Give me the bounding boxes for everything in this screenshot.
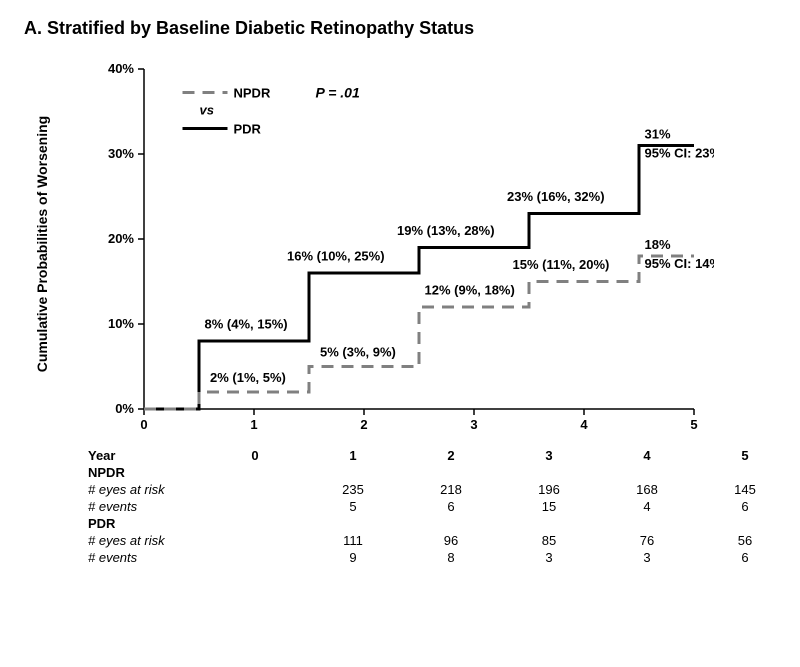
risk-value: 6 bbox=[696, 549, 794, 566]
annotation-npdr_4: 15% (11%, 20%) bbox=[513, 257, 610, 272]
x-tick-label: 1 bbox=[250, 417, 257, 432]
year-header: Year bbox=[88, 447, 206, 464]
risk-value: 3 bbox=[500, 549, 598, 566]
annotation-pdr_1: 8% (4%, 15%) bbox=[205, 316, 288, 331]
risk-value: 3 bbox=[598, 549, 696, 566]
y-tick-label: 10% bbox=[108, 316, 134, 331]
chart-area: Cumulative Probabilities of Worsening 0%… bbox=[94, 49, 776, 439]
row-label: # events bbox=[88, 498, 206, 515]
risk-value bbox=[206, 549, 304, 566]
step-chart: 0% 10% 20% 30% 40% 0 1 2 3 4 5 2% (1%, 5%) 5% (3%, 9… bbox=[94, 49, 714, 439]
y-tick-label: 40% bbox=[108, 61, 134, 76]
year-value: 5 bbox=[696, 447, 794, 464]
legend-vs: vs bbox=[200, 103, 214, 118]
annotation-pdr_2: 16% (10%, 25%) bbox=[287, 248, 385, 263]
empty bbox=[402, 515, 500, 532]
risk-value: 8 bbox=[402, 549, 500, 566]
x-tick-label: 0 bbox=[140, 417, 147, 432]
risk-value: 218 bbox=[402, 481, 500, 498]
annotation-pdr_4: 23% (16%, 32%) bbox=[507, 189, 605, 204]
npdr-series-line bbox=[144, 256, 694, 409]
year-value: 4 bbox=[598, 447, 696, 464]
risk-value: 6 bbox=[402, 498, 500, 515]
annotation-npdr_5a: 18% bbox=[645, 237, 671, 252]
empty bbox=[402, 464, 500, 481]
annotation-npdr_5b: 95% CI: 14%- 25% bbox=[645, 256, 715, 271]
empty bbox=[598, 515, 696, 532]
risk-value bbox=[206, 481, 304, 498]
risk-value: 235 bbox=[304, 481, 402, 498]
risk-value: 196 bbox=[500, 481, 598, 498]
legend-pdr-label: PDR bbox=[234, 122, 262, 137]
risk-value bbox=[206, 532, 304, 549]
x-tick-label: 2 bbox=[360, 417, 367, 432]
p-value: P = .01 bbox=[316, 85, 360, 101]
risk-value: 145 bbox=[696, 481, 794, 498]
annotation-pdr_3: 19% (13%, 28%) bbox=[397, 223, 495, 238]
year-value: 3 bbox=[500, 447, 598, 464]
row-label: # eyes at risk bbox=[88, 532, 206, 549]
risk-value: 5 bbox=[304, 498, 402, 515]
empty bbox=[206, 464, 304, 481]
risk-value: 15 bbox=[500, 498, 598, 515]
annotation-npdr_1: 2% (1%, 5%) bbox=[210, 370, 286, 385]
annotation-npdr_3: 12% (9%, 18%) bbox=[425, 282, 515, 297]
risk-value: 76 bbox=[598, 532, 696, 549]
empty bbox=[206, 515, 304, 532]
group-name: PDR bbox=[88, 515, 206, 532]
year-value: 1 bbox=[304, 447, 402, 464]
empty bbox=[500, 464, 598, 481]
legend-npdr-label: NPDR bbox=[234, 86, 271, 101]
risk-value: 9 bbox=[304, 549, 402, 566]
row-label: # events bbox=[88, 549, 206, 566]
page: A. Stratified by Baseline Diabetic Retin… bbox=[0, 0, 800, 667]
risk-value: 6 bbox=[696, 498, 794, 515]
panel-title: A. Stratified by Baseline Diabetic Retin… bbox=[24, 18, 776, 39]
year-value: 2 bbox=[402, 447, 500, 464]
empty bbox=[696, 464, 794, 481]
annotation-pdr_5b: 95% CI: 23%- 42% bbox=[645, 145, 715, 160]
annotation-pdr_5a: 31% bbox=[645, 127, 671, 142]
row-label: # eyes at risk bbox=[88, 481, 206, 498]
group-name: NPDR bbox=[88, 464, 206, 481]
year-value: 0 bbox=[206, 447, 304, 464]
empty bbox=[598, 464, 696, 481]
risk-value: 4 bbox=[598, 498, 696, 515]
x-tick-label: 5 bbox=[690, 417, 697, 432]
risk-value: 96 bbox=[402, 532, 500, 549]
x-tick-label: 4 bbox=[580, 417, 588, 432]
risk-value: 168 bbox=[598, 481, 696, 498]
empty bbox=[500, 515, 598, 532]
annotation-npdr_2: 5% (3%, 9%) bbox=[320, 344, 396, 359]
risk-value: 56 bbox=[696, 532, 794, 549]
risk-value bbox=[206, 498, 304, 515]
y-tick-label: 0% bbox=[115, 401, 134, 416]
x-tick-label: 3 bbox=[470, 417, 477, 432]
at-risk-table: Year012345NPDR# eyes at risk235218196168… bbox=[88, 447, 776, 566]
risk-value: 85 bbox=[500, 532, 598, 549]
y-tick-label: 20% bbox=[108, 231, 134, 246]
empty bbox=[304, 515, 402, 532]
y-axis-label: Cumulative Probabilities of Worsening bbox=[34, 116, 50, 372]
empty bbox=[696, 515, 794, 532]
risk-value: 111 bbox=[304, 532, 402, 549]
empty bbox=[304, 464, 402, 481]
y-tick-label: 30% bbox=[108, 146, 134, 161]
